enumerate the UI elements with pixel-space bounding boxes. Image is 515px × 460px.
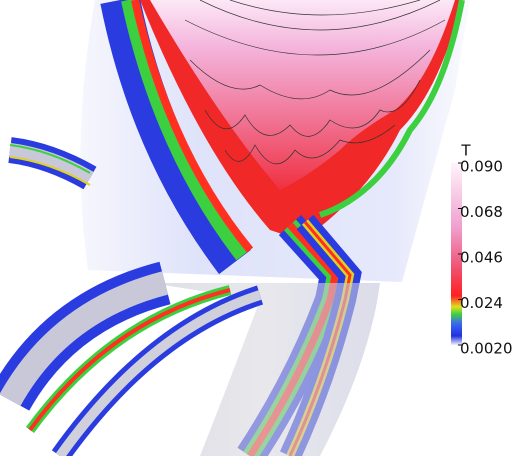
colorbar-tick-label: 0.024 xyxy=(460,294,503,312)
colorbar-tick-label: 0.068 xyxy=(460,203,503,221)
colorbar-tick-label: 0.090 xyxy=(460,158,503,176)
field xyxy=(10,0,470,456)
visualization: T 0.0900.0680.0460.0240.0020 xyxy=(0,0,515,456)
colorbar-tick-label: 0.0020 xyxy=(460,340,513,358)
colorbar-tick-label: 0.046 xyxy=(460,249,503,267)
